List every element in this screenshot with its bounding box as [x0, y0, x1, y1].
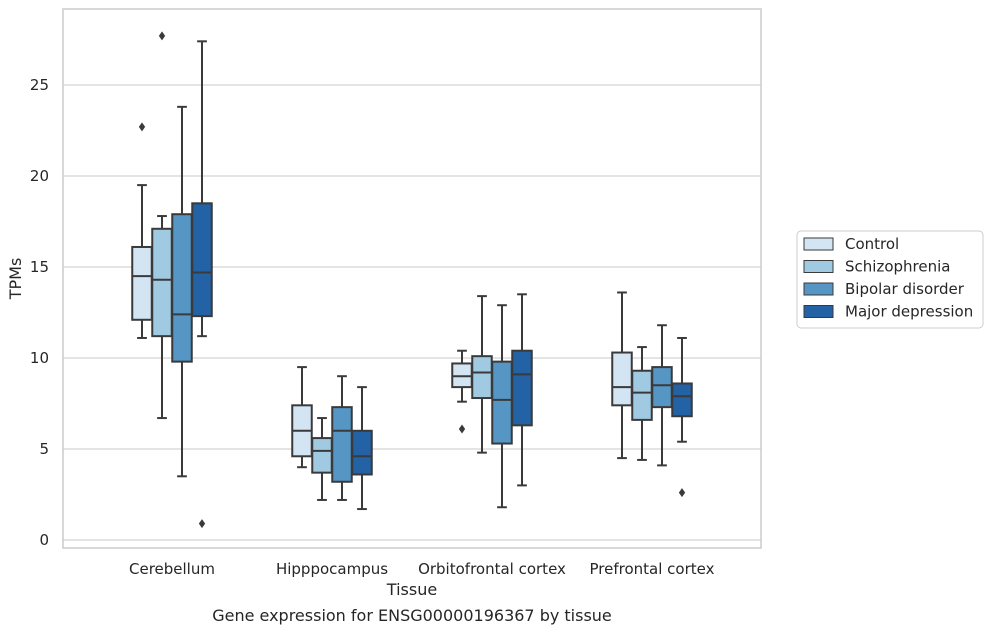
legend-label: Major depression — [845, 303, 973, 321]
outlier-point — [158, 31, 166, 41]
box-bipolar-disorder — [331, 375, 353, 501]
box-body — [331, 406, 353, 483]
box-body — [311, 437, 333, 474]
x-tick-label: Hipppocampus — [276, 560, 388, 578]
legend: Control Schizophrenia Bipolar disorder Majo… — [796, 230, 984, 329]
legend-swatch — [803, 237, 834, 251]
box-layer — [131, 31, 693, 529]
box-bipolar-disorder — [171, 105, 193, 478]
outlier-point — [678, 488, 686, 498]
box-schizophrenia — [311, 417, 333, 501]
legend-label: Schizophrenia — [845, 258, 950, 276]
box-body — [151, 227, 173, 338]
x-tick-label: Prefrontal cortex — [590, 560, 715, 578]
legend-label: Control — [845, 235, 899, 253]
y-tick-label: 5 — [39, 440, 49, 458]
y-tick-label: 15 — [30, 258, 49, 276]
box-control — [131, 122, 153, 339]
box-body — [471, 355, 493, 400]
box-body — [611, 351, 633, 407]
x-tick-label: Cerebellum — [129, 560, 215, 578]
box-body — [131, 245, 153, 321]
box-major-depression — [511, 293, 533, 487]
legend-frame — [796, 230, 984, 329]
legend-swatch — [803, 260, 834, 273]
box-schizophrenia — [151, 31, 173, 420]
box-schizophrenia — [631, 346, 653, 461]
box-control — [611, 291, 633, 460]
box-major-depression — [191, 40, 213, 529]
box-body — [171, 213, 193, 363]
outlier-point — [458, 424, 466, 434]
box-body — [491, 360, 513, 445]
outlier-point — [198, 519, 206, 529]
y-tick-label: 0 — [39, 531, 49, 549]
plot-area-frame — [62, 8, 762, 549]
box-major-depression — [671, 336, 693, 498]
box-schizophrenia — [471, 295, 493, 454]
y-tick-label: 10 — [30, 349, 49, 367]
legend-swatch — [803, 305, 834, 318]
y-axis-label: TPMs — [6, 258, 25, 301]
box-major-depression — [351, 386, 373, 511]
y-tick-label: 25 — [30, 76, 49, 94]
x-tick-label: Orbitofrontal cortex — [418, 560, 566, 578]
box-control — [451, 349, 473, 434]
box-body — [191, 202, 213, 318]
box-body — [511, 349, 533, 427]
legend-swatch — [803, 282, 834, 296]
box-control — [291, 366, 313, 469]
figure-caption: Gene expression for ENSG00000196367 by t… — [212, 606, 612, 625]
box-bipolar-disorder — [491, 304, 513, 509]
x-axis-ticks: Cerebellum Hipppocampus Orbitofrontal cort… — [129, 560, 715, 578]
outlier-point — [138, 122, 146, 132]
y-axis-ticks: 0 5 10 15 20 25 — [30, 76, 49, 549]
box-body — [671, 382, 693, 418]
y-tick-label: 20 — [30, 167, 49, 185]
legend-label: Bipolar disorder — [845, 280, 965, 298]
box-body — [651, 366, 673, 409]
box-body — [351, 429, 373, 476]
box-bipolar-disorder — [651, 324, 673, 467]
x-axis-label: Tissue — [386, 580, 437, 599]
box-body — [631, 369, 653, 421]
